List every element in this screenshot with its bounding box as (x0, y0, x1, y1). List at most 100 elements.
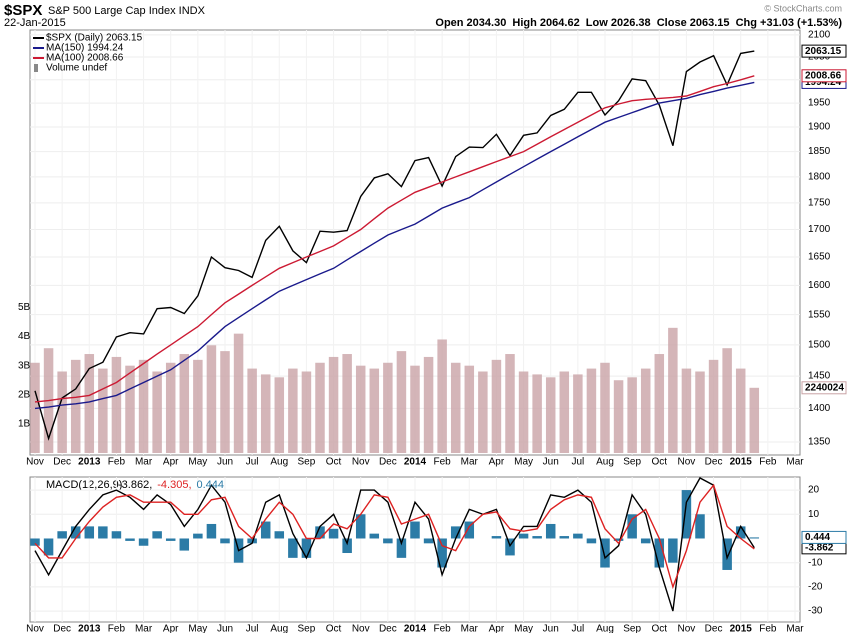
volume-bar (410, 365, 420, 453)
histogram-bar (383, 538, 393, 544)
x-tick-label: Feb (434, 457, 452, 468)
histogram-bar (98, 526, 108, 539)
volume-bar (586, 368, 597, 453)
legend-swatch (34, 64, 38, 72)
histogram-bar (125, 538, 135, 541)
y-tick-label: 1600 (808, 280, 831, 291)
x-tick-label: Feb (108, 457, 126, 468)
series-line (34, 477, 755, 612)
value-tag: 1994.24 (805, 77, 842, 88)
quote: Open 2034.30 High 2064.62 Low 2026.38 Cl… (435, 17, 842, 29)
x-tick-label: Jun (217, 457, 233, 468)
volume-bar (505, 354, 515, 453)
volume-bar (735, 368, 746, 453)
histogram-bar (396, 538, 407, 558)
histogram-bar (668, 538, 678, 563)
y-tick-label: 1350 (808, 437, 831, 448)
volume-bar (70, 359, 81, 453)
volume-bar (206, 345, 217, 453)
value-tag-box (801, 530, 847, 544)
x-tick-label: Dec (53, 624, 71, 633)
x-tick-label: Apr (489, 624, 505, 633)
histogram-bar (613, 538, 624, 541)
y-tick-label: 20 (808, 485, 820, 496)
value-tag: 2063.15 (805, 46, 842, 57)
volume-bar (450, 362, 461, 453)
macd-legend-title: MACD(12,26,9) (46, 479, 122, 491)
x-tick-label: Oct (326, 457, 342, 468)
histogram-bar (545, 523, 556, 539)
x-tick-label: Jun (217, 624, 233, 633)
histogram-bar (518, 533, 529, 539)
series-line (34, 50, 755, 441)
x-tick-label: Mar (461, 624, 479, 633)
volume-bar (491, 359, 502, 453)
x-tick-label: May (188, 624, 207, 633)
x-tick-label: Oct (652, 624, 668, 633)
value-tag: -3.862 (805, 542, 834, 553)
volume-bar (396, 351, 407, 453)
volume-bar (193, 359, 203, 453)
legend-label: MA(100) 2008.66 (46, 53, 124, 64)
x-tick-label: 2015 (730, 457, 753, 468)
volume-bar (247, 368, 257, 453)
histogram-bar (559, 536, 570, 539)
histogram-bar (274, 531, 285, 539)
histogram-bar (505, 538, 515, 556)
volume-bar (613, 380, 624, 453)
histogram-bar (206, 523, 217, 539)
histogram-bar (315, 526, 325, 539)
histogram-bar (342, 538, 352, 554)
histogram-bar (369, 533, 380, 539)
histogram-bar (410, 521, 420, 539)
volume-bar (301, 371, 312, 453)
histogram-bar (301, 538, 312, 558)
x-tick-label: Aug (270, 457, 288, 468)
histogram-bar (138, 538, 149, 546)
volume-bar (423, 356, 434, 453)
volume-bar (383, 362, 393, 453)
volume-bar (111, 356, 122, 453)
volume-bar (57, 371, 67, 453)
x-tick-label: 2013 (78, 457, 101, 468)
y-tick-label: 1950 (808, 98, 831, 109)
x-tick-label: Jul (571, 457, 584, 468)
x-tick-label: Feb (759, 457, 777, 468)
x-tick-label: Mar (461, 457, 479, 468)
histogram-bar (573, 533, 583, 539)
volume-bar (437, 339, 447, 453)
volume-bar (152, 371, 162, 453)
legend-label: 0.444 (197, 479, 225, 491)
histogram-bar (328, 528, 339, 539)
value-tag-box (801, 69, 847, 83)
histogram-bar (247, 538, 257, 544)
volume-bar (559, 371, 570, 453)
x-tick-label: Apr (163, 457, 179, 468)
x-tick-label: Nov (352, 457, 370, 468)
histogram-bar (437, 538, 447, 568)
x-tick-label: Dec (379, 624, 397, 633)
volume-bar (478, 371, 488, 453)
histogram-bar (423, 538, 434, 544)
volume-tick-label: 4B (18, 331, 31, 342)
x-tick-label: Nov (678, 624, 696, 633)
x-tick-label: Mar (786, 624, 804, 633)
volume-bar (654, 354, 665, 453)
x-tick-label: Feb (759, 624, 777, 633)
index-name: S&P 500 Large Cap Index INDX (48, 5, 206, 17)
x-tick-label: 2013 (78, 624, 101, 633)
symbol: $SPX (4, 2, 42, 19)
volume-tick-label: 2B (18, 389, 31, 400)
x-tick-label: Dec (379, 457, 397, 468)
x-tick-label: Feb (108, 624, 126, 633)
legend-label: $SPX (Daily) 2063.15 (46, 33, 143, 44)
x-tick-label: Jul (246, 457, 259, 468)
volume-bar (722, 348, 732, 453)
y-tick-label: 1700 (808, 224, 831, 235)
volume-tick-label: 5B (18, 302, 31, 313)
x-tick-label: Mar (135, 457, 153, 468)
volume-bar (165, 362, 176, 453)
x-tick-label: Aug (270, 624, 288, 633)
volume-bar (328, 356, 339, 453)
series-line (34, 483, 755, 590)
